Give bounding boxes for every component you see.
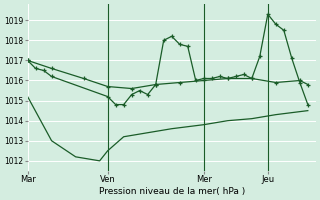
X-axis label: Pression niveau de la mer( hPa ): Pression niveau de la mer( hPa ) [99,187,245,196]
